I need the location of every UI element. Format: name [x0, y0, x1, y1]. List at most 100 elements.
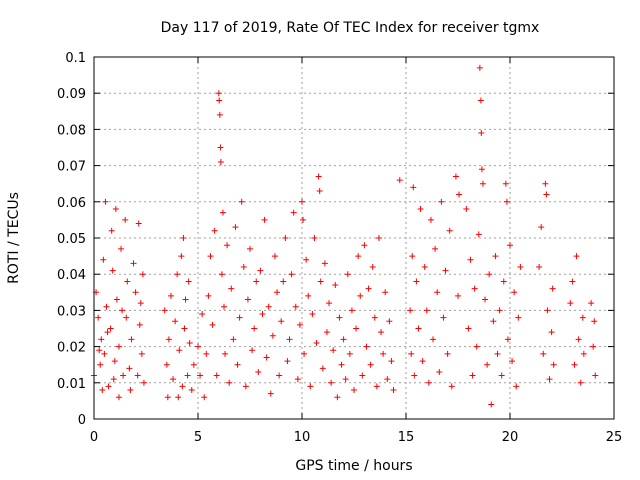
data-point: [436, 368, 443, 375]
data-point: [271, 253, 278, 260]
data-point: [330, 347, 337, 354]
data-point: [115, 343, 122, 350]
data-point: [209, 321, 216, 328]
data-point: [316, 187, 323, 194]
data-point: [234, 361, 241, 368]
y-tick-label: 0.05: [57, 232, 86, 247]
data-point: [215, 90, 222, 97]
data-point: [548, 329, 555, 336]
data-point: [259, 311, 266, 318]
data-point: [515, 314, 522, 321]
data-point: [115, 394, 122, 401]
data-point: [425, 379, 432, 386]
data-point: [549, 285, 556, 292]
data-point: [288, 271, 295, 278]
data-point: [575, 336, 582, 343]
data-point: [500, 278, 507, 285]
grid-lines: [94, 57, 614, 419]
data-point: [550, 361, 557, 368]
data-point: [388, 358, 395, 365]
data-point: [128, 336, 135, 343]
data-point: [486, 271, 493, 278]
data-point: [328, 379, 335, 386]
data-point: [456, 191, 463, 198]
data-point: [332, 282, 339, 289]
data-point: [163, 361, 170, 368]
data-point: [240, 263, 247, 270]
data-point: [434, 289, 441, 296]
data-point: [361, 242, 368, 249]
data-point: [178, 253, 185, 260]
data-point: [365, 285, 372, 292]
data-point: [479, 180, 486, 187]
data-point: [124, 278, 131, 285]
data-point: [496, 307, 503, 314]
data-point: [103, 303, 110, 310]
data-point: [338, 361, 345, 368]
data-point: [342, 376, 349, 383]
data-point: [139, 271, 146, 278]
data-points: [91, 64, 599, 408]
axis-ticks: 0 0.01 0.02 0.03 0.04 0.05 0.06 0.07 0.08 0.09 0.1…: [57, 51, 622, 445]
data-point: [222, 350, 229, 357]
data-point: [274, 289, 281, 296]
x-axis-label: GPS time / hours: [295, 458, 412, 474]
data-point: [123, 314, 130, 321]
data-point: [218, 271, 225, 278]
data-point: [396, 177, 403, 184]
data-point: [127, 387, 134, 394]
data-point: [344, 271, 351, 278]
data-point: [188, 387, 195, 394]
data-point: [311, 235, 318, 241]
data-point: [138, 350, 145, 357]
chart-title: Day 117 of 2019, Rate Of TEC Index for r…: [161, 20, 540, 36]
data-point: [96, 347, 103, 354]
data-point: [492, 253, 499, 260]
data-point: [179, 383, 186, 390]
data-point: [321, 260, 328, 267]
data-point: [119, 307, 126, 314]
data-point: [226, 379, 233, 386]
data-point: [423, 307, 430, 314]
y-tick-label: 0.09: [57, 87, 86, 102]
data-point: [323, 329, 330, 336]
data-point: [99, 387, 106, 394]
data-point: [294, 376, 301, 383]
data-point: [267, 390, 274, 397]
y-tick-label: 0: [78, 413, 86, 428]
data-point: [120, 372, 127, 379]
data-point: [278, 318, 285, 325]
data-point: [446, 227, 453, 234]
data-point: [313, 339, 320, 346]
data-point: [276, 372, 283, 379]
data-point: [544, 307, 551, 314]
data-point: [137, 300, 144, 307]
data-point: [236, 314, 243, 321]
data-point: [317, 278, 324, 285]
data-point: [263, 354, 270, 361]
data-point: [181, 325, 188, 332]
x-tick-label: 5: [194, 430, 202, 445]
data-point: [432, 245, 439, 252]
data-point: [571, 361, 578, 368]
data-point: [410, 184, 417, 191]
data-point: [509, 358, 516, 365]
data-point: [140, 379, 147, 386]
data-point: [452, 173, 459, 180]
data-point: [498, 372, 505, 379]
data-point: [421, 263, 428, 270]
data-point: [579, 314, 586, 321]
data-point: [182, 296, 189, 303]
data-point: [109, 267, 116, 274]
data-point: [205, 292, 212, 299]
data-point: [580, 350, 587, 357]
data-point: [292, 303, 299, 310]
data-point: [185, 278, 192, 285]
data-point: [373, 383, 380, 390]
data-point: [334, 394, 341, 401]
data-point: [417, 206, 424, 213]
data-point: [588, 300, 595, 307]
data-point: [230, 336, 237, 343]
data-point: [469, 372, 476, 379]
